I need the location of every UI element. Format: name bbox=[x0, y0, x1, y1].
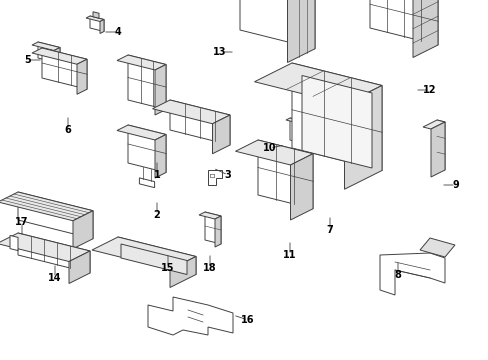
Polygon shape bbox=[212, 115, 229, 154]
Polygon shape bbox=[258, 140, 312, 209]
Polygon shape bbox=[215, 216, 221, 247]
Polygon shape bbox=[42, 48, 87, 89]
Text: 2: 2 bbox=[153, 210, 160, 220]
Polygon shape bbox=[32, 48, 87, 64]
Polygon shape bbox=[419, 238, 454, 257]
Polygon shape bbox=[344, 86, 381, 189]
Polygon shape bbox=[379, 253, 444, 295]
Polygon shape bbox=[117, 125, 165, 140]
Text: 13: 13 bbox=[213, 47, 226, 57]
Polygon shape bbox=[285, 118, 302, 123]
Text: 5: 5 bbox=[24, 55, 31, 65]
Polygon shape bbox=[436, 120, 444, 170]
Polygon shape bbox=[152, 100, 229, 124]
Polygon shape bbox=[32, 42, 60, 50]
Polygon shape bbox=[128, 55, 165, 109]
Polygon shape bbox=[207, 170, 222, 185]
Polygon shape bbox=[289, 118, 302, 143]
Polygon shape bbox=[199, 212, 221, 219]
Text: 7: 7 bbox=[326, 225, 333, 235]
Polygon shape bbox=[90, 16, 104, 32]
Polygon shape bbox=[92, 237, 196, 270]
Polygon shape bbox=[240, 0, 314, 49]
Polygon shape bbox=[204, 212, 221, 244]
Polygon shape bbox=[38, 42, 60, 63]
Text: 18: 18 bbox=[203, 263, 216, 273]
Polygon shape bbox=[18, 192, 93, 239]
Polygon shape bbox=[100, 19, 104, 33]
Polygon shape bbox=[291, 63, 381, 171]
Text: 3: 3 bbox=[224, 170, 231, 180]
Polygon shape bbox=[93, 12, 99, 18]
Polygon shape bbox=[290, 154, 312, 220]
Polygon shape bbox=[155, 135, 165, 178]
Text: 15: 15 bbox=[161, 263, 174, 273]
Text: 14: 14 bbox=[48, 273, 61, 283]
Polygon shape bbox=[155, 64, 165, 115]
Polygon shape bbox=[77, 59, 87, 94]
Text: 17: 17 bbox=[15, 217, 29, 227]
Polygon shape bbox=[118, 237, 196, 274]
Text: 10: 10 bbox=[263, 143, 276, 153]
Polygon shape bbox=[0, 192, 93, 221]
Text: 4: 4 bbox=[114, 27, 121, 37]
Polygon shape bbox=[302, 76, 371, 168]
Polygon shape bbox=[86, 16, 104, 22]
Polygon shape bbox=[287, 0, 314, 63]
Polygon shape bbox=[297, 121, 302, 145]
Polygon shape bbox=[148, 297, 232, 335]
Polygon shape bbox=[422, 120, 444, 129]
Text: 1: 1 bbox=[153, 170, 160, 180]
Text: 9: 9 bbox=[452, 180, 458, 190]
Polygon shape bbox=[117, 55, 165, 70]
Polygon shape bbox=[254, 63, 381, 104]
Polygon shape bbox=[412, 0, 437, 58]
Text: 16: 16 bbox=[241, 315, 254, 325]
Polygon shape bbox=[139, 178, 154, 188]
Polygon shape bbox=[0, 233, 90, 261]
Text: 12: 12 bbox=[423, 85, 436, 95]
Polygon shape bbox=[73, 211, 93, 249]
Polygon shape bbox=[10, 235, 18, 251]
Polygon shape bbox=[121, 244, 186, 274]
Polygon shape bbox=[18, 233, 90, 273]
Polygon shape bbox=[430, 122, 444, 177]
Polygon shape bbox=[170, 256, 196, 288]
Polygon shape bbox=[235, 140, 312, 165]
Text: 8: 8 bbox=[394, 270, 401, 280]
Polygon shape bbox=[128, 125, 165, 172]
Polygon shape bbox=[170, 100, 229, 145]
Text: 6: 6 bbox=[64, 125, 71, 135]
Circle shape bbox=[154, 253, 160, 259]
Polygon shape bbox=[69, 251, 90, 284]
Polygon shape bbox=[369, 0, 437, 45]
Polygon shape bbox=[54, 48, 60, 67]
Text: 11: 11 bbox=[283, 250, 296, 260]
